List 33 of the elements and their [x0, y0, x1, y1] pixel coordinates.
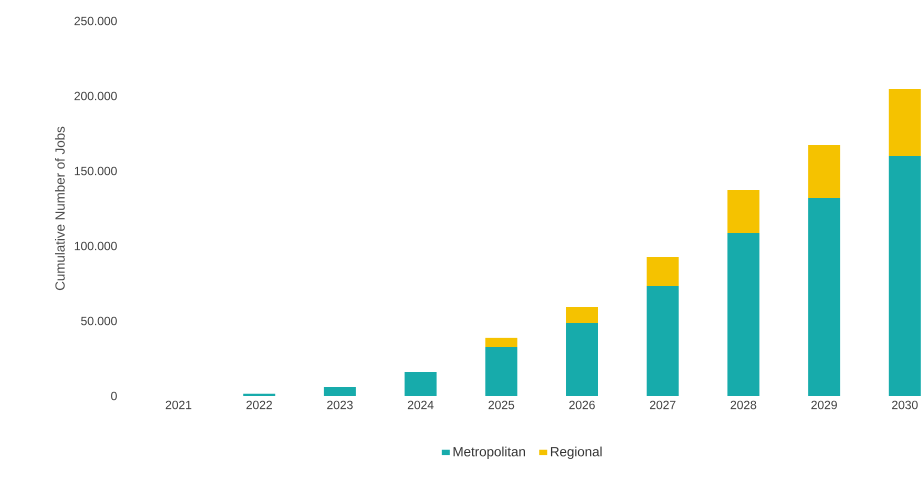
legend-label: Metropolitan: [454, 446, 525, 460]
bar: [485, 338, 518, 347]
x-tick-label: 2021: [166, 400, 192, 410]
bar: [727, 190, 760, 233]
bar: [324, 386, 356, 396]
bar: [727, 232, 760, 396]
bar: [566, 322, 598, 396]
x-tick-label: 2027: [650, 400, 676, 410]
bar: [888, 88, 921, 156]
x-tick-label: 2026: [569, 400, 595, 410]
y-tick-label: 250.000: [74, 16, 117, 26]
bar: [808, 198, 840, 396]
x-tick-label: 2024: [408, 400, 434, 410]
bar: [485, 346, 518, 396]
bar: [646, 286, 679, 396]
x-tick-label: 2022: [246, 400, 272, 410]
legend-label: Regional: [550, 446, 602, 460]
y-tick-label: 150.000: [74, 166, 117, 176]
y-tick-label: 200.000: [74, 92, 117, 100]
x-tick-label: 2025: [488, 400, 514, 410]
y-axis-title: Cumulative Number of Jobs: [54, 126, 65, 290]
x-tick-label: 2023: [327, 400, 353, 410]
bar: [566, 307, 598, 323]
bar: [808, 145, 840, 198]
bar: [404, 372, 437, 396]
y-tick-label: 100.000: [74, 242, 117, 250]
x-tick-label: 2030: [892, 400, 918, 410]
bar: [646, 256, 679, 286]
y-tick-label: 0: [111, 392, 117, 400]
x-tick-label: 2029: [811, 400, 837, 410]
bar: [888, 156, 921, 396]
x-tick-label: 2028: [730, 400, 756, 410]
y-tick-label: 50.000: [81, 316, 117, 326]
